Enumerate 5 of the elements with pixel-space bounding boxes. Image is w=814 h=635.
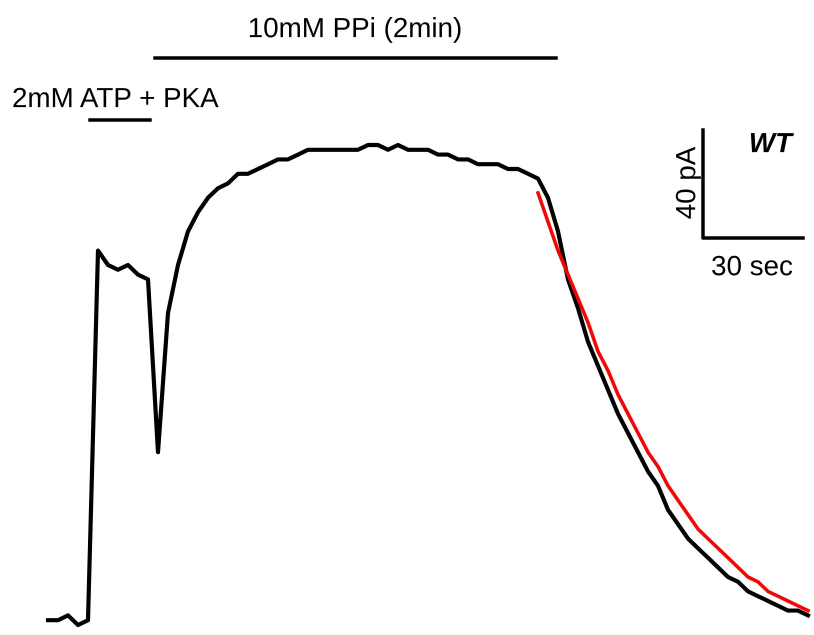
annotation: 40 pA bbox=[676, 146, 701, 219]
text: 2mM ATP + PKA bbox=[13, 88, 219, 108]
text: 10mM PPi (2min) bbox=[250, 17, 461, 43]
annotation: WT bbox=[750, 133, 794, 152]
annotation: 30 sec bbox=[712, 256, 792, 276]
